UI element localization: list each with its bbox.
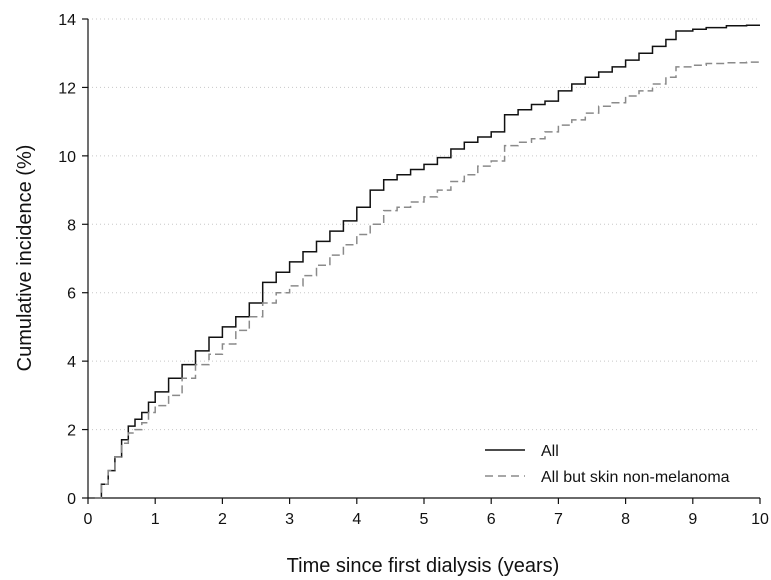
y-tick-label: 4 [67,354,76,371]
x-tick-label: 0 [84,511,93,528]
series-layer [94,24,761,499]
legend-label-skin: All but skin non-melanoma [541,469,730,486]
x-tick-label: 1 [151,511,160,528]
x-axis: 0 1 2 3 4 5 6 7 8 9 10 [84,497,769,528]
series-line-all-but-skin-non-melanoma [94,61,761,499]
x-tick-label: 9 [688,511,697,528]
series-line-all [94,24,760,499]
x-axis-title: Time since first dialysis (years) [287,555,560,577]
x-tick-label: 8 [621,511,630,528]
y-axis: 0 2 4 6 8 10 12 14 [58,12,89,508]
legend-label-all: All [541,443,559,460]
x-tick-label: 2 [218,511,227,528]
x-tick-label: 7 [554,511,563,528]
x-tick-label: 6 [487,511,496,528]
y-axis-title: Cumulative incidence (%) [14,145,36,372]
y-tick-label: 14 [58,12,76,29]
y-tick-label: 12 [58,80,76,97]
x-tick-label: 3 [285,511,294,528]
y-tick-label: 8 [67,217,76,234]
y-tick-label: 2 [67,423,76,440]
x-tick-label: 4 [352,511,361,528]
x-tick-label: 5 [420,511,429,528]
gridlines [88,18,760,431]
legend: All All but skin non-melanoma [485,443,730,486]
x-tick-label: 10 [751,511,769,528]
y-tick-label: 6 [67,286,76,303]
y-tick-label: 10 [58,149,76,166]
y-tick-label: 0 [67,491,76,508]
